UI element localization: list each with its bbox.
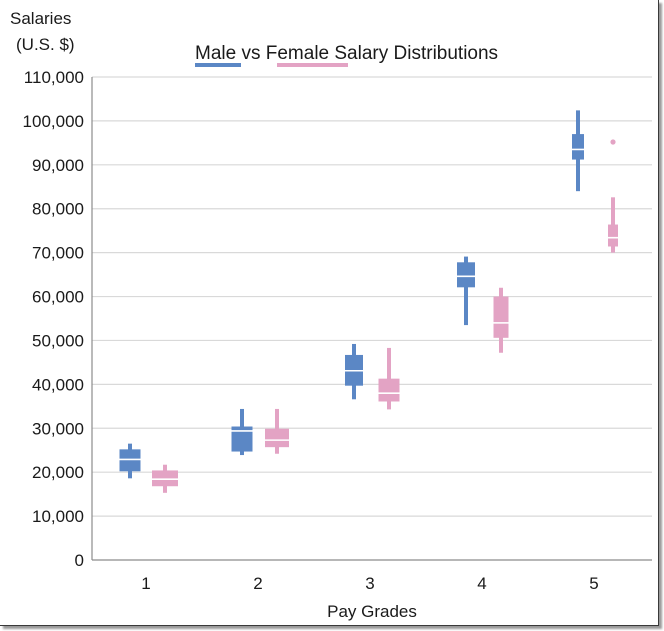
x-tick-labels: 1 2 3 4 5 [141, 574, 598, 593]
whisker [464, 256, 468, 326]
y-axis-label-line-2: (U.S. $) [16, 35, 75, 54]
series-female [152, 139, 618, 493]
y-tick-label: 70,000 [32, 244, 84, 263]
box-female-grade-1 [152, 464, 178, 493]
box-series [119, 110, 618, 493]
legend-swatch-female [277, 63, 348, 67]
box-male-grade-1 [119, 443, 141, 479]
iqr-box [572, 134, 584, 160]
chart-title: Male vs Female Salary Distributions [195, 43, 498, 64]
title-part-rest: Salary Distributions [329, 43, 498, 64]
outlier-point [610, 139, 616, 145]
x-tick-label: 1 [141, 574, 150, 593]
iqr-box [119, 449, 141, 472]
x-tick-label: 4 [477, 574, 486, 593]
y-tick-label: 100,000 [23, 112, 84, 131]
iqr-box [152, 470, 178, 487]
title-part-vs: vs [236, 43, 266, 64]
title-part-female: Female [266, 43, 329, 64]
series-male [119, 110, 584, 479]
y-tick-label: 60,000 [32, 288, 84, 307]
box-male-grade-4 [457, 256, 475, 326]
x-axis-label: Pay Grades [327, 602, 417, 621]
box-male-grade-5 [572, 110, 584, 192]
y-axis-label-line-1: Salaries [10, 9, 71, 28]
title-part-male: Male [195, 43, 236, 64]
legend-swatch-male [195, 63, 241, 67]
box-female-grade-4 [493, 287, 509, 353]
iqr-box [265, 428, 289, 448]
y-tick-labels: 0 10,000 20,000 30,000 40,000 50,000 60,000 70,… [23, 68, 84, 570]
iqr-box [231, 426, 253, 452]
y-tick-label: 20,000 [32, 463, 84, 482]
gridlines [92, 76, 652, 517]
y-tick-label: 50,000 [32, 331, 84, 350]
box-female-grade-2 [265, 408, 289, 454]
iqr-box [378, 378, 400, 402]
box-male-grade-2 [231, 408, 253, 456]
y-tick-label: 110,000 [24, 68, 84, 87]
x-tick-label: 2 [253, 574, 262, 593]
y-tick-label: 30,000 [32, 419, 84, 438]
y-tick-label: 40,000 [32, 375, 84, 394]
x-tick-label: 5 [589, 574, 598, 593]
y-tick-label: 10,000 [32, 507, 84, 526]
iqr-box [493, 296, 509, 338]
box-male-grade-3 [345, 343, 363, 400]
y-tick-label: 80,000 [32, 200, 84, 219]
x-tick-label: 3 [365, 574, 374, 593]
box-female-grade-5 [608, 139, 618, 253]
box-female-grade-3 [378, 347, 400, 410]
y-tick-label: 0 [75, 551, 84, 570]
iqr-box [608, 224, 618, 247]
y-tick-label: 90,000 [32, 156, 84, 175]
iqr-box [457, 262, 475, 288]
axes [91, 77, 652, 561]
